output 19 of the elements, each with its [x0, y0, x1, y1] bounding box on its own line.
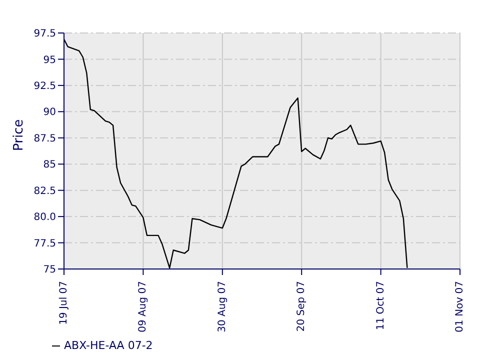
y-tick-label: 92.5 [34, 80, 56, 92]
y-tick-label: 82.5 [34, 186, 56, 197]
line-series [64, 38, 408, 269]
y-tick-label: 85 [43, 160, 56, 171]
x-tick-label: 30 Aug 07 [216, 281, 228, 332]
y-tick-label: 80.0 [34, 212, 56, 224]
y-tick-label: 75 [43, 264, 56, 276]
y-tick-label: 97.5 [34, 28, 56, 40]
y-tick-label: 95 [43, 54, 56, 66]
y-axis-title: Price [12, 119, 27, 151]
x-tick-label: 20 Sep 07 [296, 281, 308, 332]
y-tick-label: 77.5 [34, 238, 56, 250]
x-tick-label: 01 Nov 07 [454, 281, 466, 332]
x-tick-label: 19 Jul 07 [58, 281, 70, 325]
legend-label: ABX-HE-AA 07-2 [64, 339, 153, 352]
x-tick-label: 11 Oct 07 [375, 281, 386, 330]
y-tick-label: 87.5 [34, 133, 56, 144]
y-tick-label: 90 [43, 107, 56, 118]
x-tick-label: 09 Aug 07 [138, 281, 149, 332]
